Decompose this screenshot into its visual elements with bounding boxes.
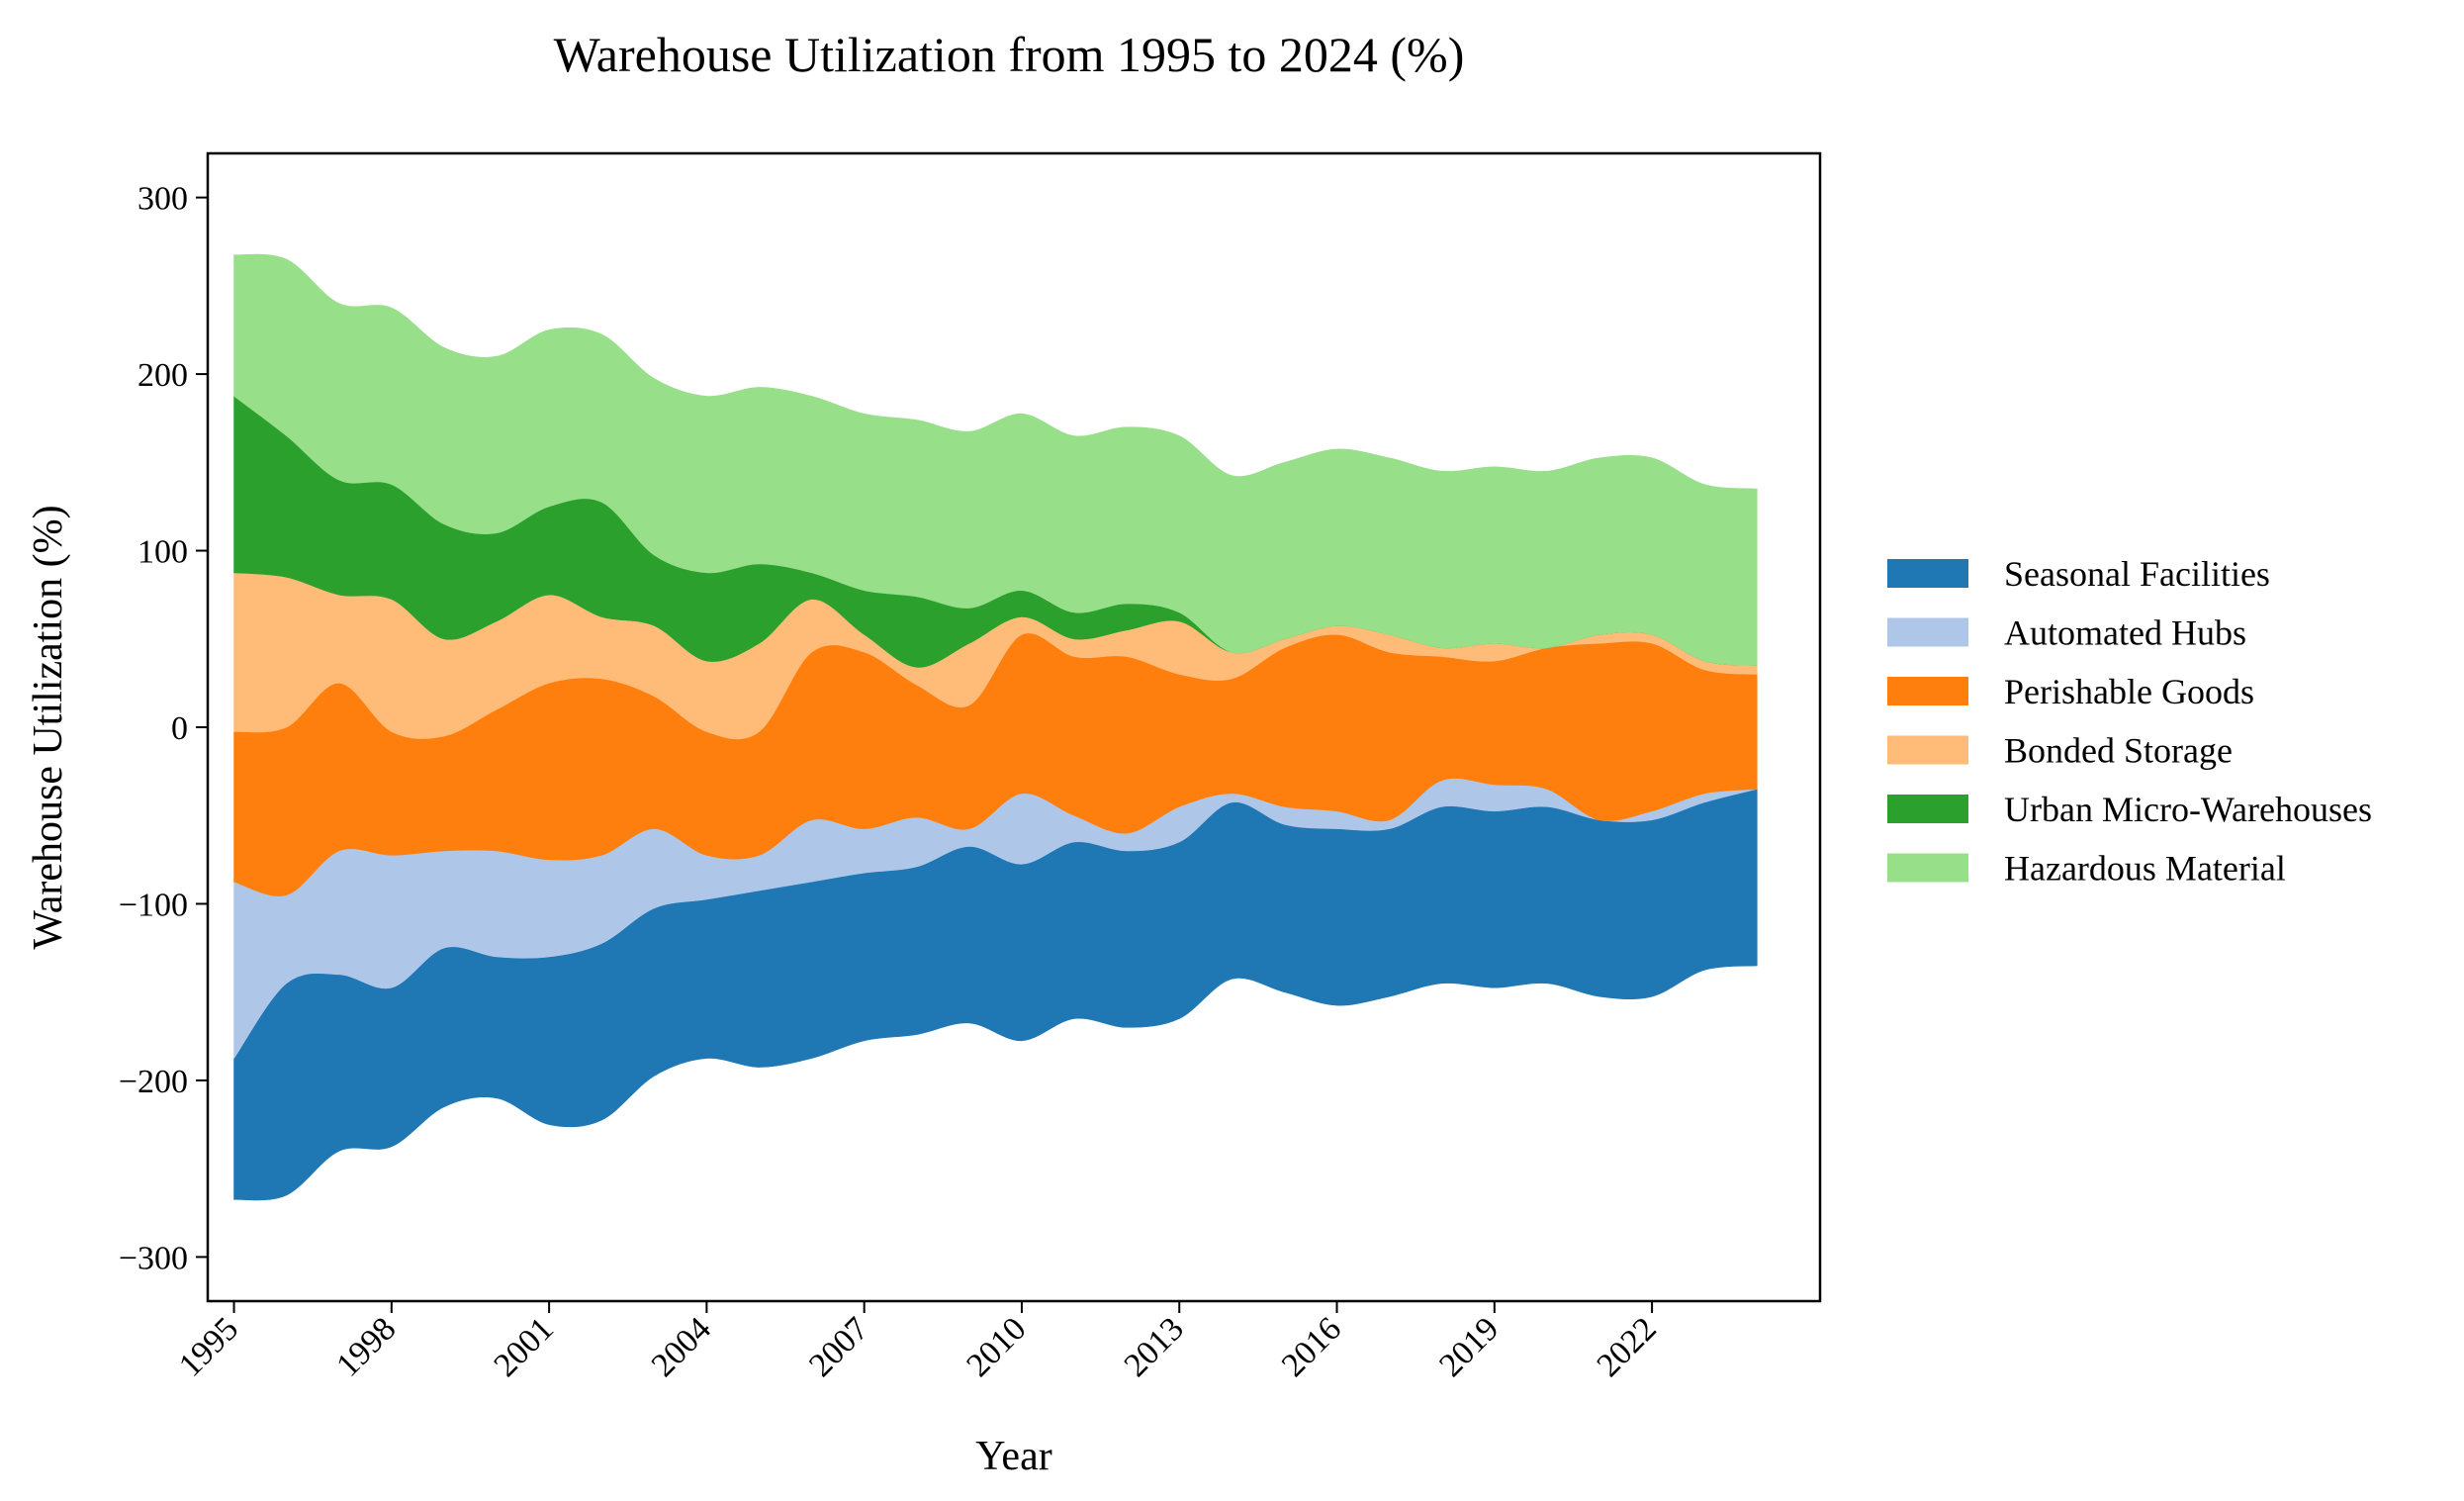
legend-label: Automated Hubs [2004, 613, 2246, 653]
legend-swatch [1887, 853, 1968, 883]
y-tick-label: 100 [137, 534, 188, 571]
legend-label: Perishable Goods [2004, 672, 2254, 711]
legend-label: Seasonal Facilities [2004, 554, 2270, 594]
legend-label: Bonded Storage [2004, 731, 2233, 771]
y-tick-label: −100 [119, 887, 188, 923]
x-tick-label: 2019 [1432, 1310, 1506, 1383]
y-tick-label: −200 [119, 1064, 188, 1100]
x-tick-label: 2022 [1591, 1310, 1664, 1383]
y-tick-label: −300 [119, 1240, 188, 1276]
stream-areas [233, 253, 1758, 1201]
x-tick-label: 2013 [1118, 1310, 1191, 1383]
series-area-hazardous-material [233, 253, 1758, 666]
chart-title: Warehouse Utilization from 1995 to 2024 … [554, 27, 1465, 82]
y-tick-label: 300 [137, 181, 188, 218]
legend-label: Urban Micro-Warehouses [2004, 790, 2372, 829]
x-tick-label: 2001 [488, 1310, 561, 1383]
y-tick-label: 0 [171, 710, 188, 747]
x-axis-label: Year [975, 1434, 1051, 1479]
legend-swatch [1887, 795, 1968, 823]
legend-swatch [1887, 677, 1968, 705]
y-tick-label: 200 [137, 357, 188, 394]
legend: Seasonal Facilities Automated Hubs Perisha… [1887, 554, 2372, 889]
x-tick-label: 2010 [959, 1310, 1033, 1383]
legend-swatch [1887, 559, 1968, 588]
legend-label: Hazardous Material [2004, 849, 2286, 889]
y-axis-label: Warehouse Utilization (%) [26, 505, 71, 949]
x-tick-label: 1995 [172, 1310, 245, 1383]
y-axis: −300 −200 −100 0 100 200 300 [119, 181, 208, 1276]
x-tick-label: 2004 [645, 1310, 718, 1383]
legend-swatch [1887, 617, 1968, 647]
x-tick-label: 2016 [1275, 1310, 1348, 1383]
x-tick-label: 2007 [802, 1310, 875, 1383]
x-tick-label: 1998 [329, 1310, 403, 1383]
x-axis: 1995 1998 2001 2004 2007 2010 2013 2016 2019 2022 [172, 1301, 1664, 1384]
legend-swatch [1887, 735, 1968, 765]
